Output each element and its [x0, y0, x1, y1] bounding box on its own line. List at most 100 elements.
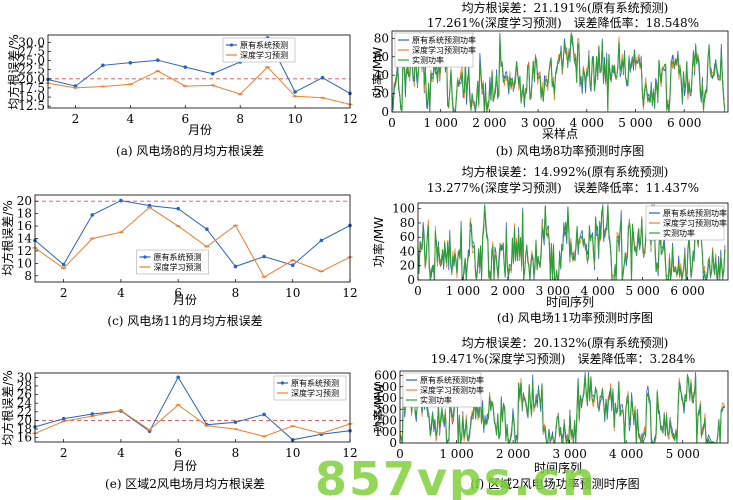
data-point-orig [176, 206, 180, 211]
x-axis-title: 月份 [173, 459, 197, 473]
legend-label: 深度学习预测功率 [412, 45, 476, 55]
x-tick-label: 2 000 [472, 116, 506, 130]
data-point-orig [262, 412, 266, 417]
data-point-orig [176, 375, 180, 380]
data-point-orig [319, 238, 324, 243]
y-tick-label: 28 [17, 379, 32, 393]
x-tick-label: 0 [414, 284, 422, 298]
y-tick-label: 40 [400, 244, 415, 258]
x-tick-label: 8 [232, 446, 240, 460]
watermark-text: 857vps.cn [315, 452, 597, 500]
y-tick-label: 300 [374, 402, 397, 416]
y-tick-label: 12 [17, 244, 32, 258]
x-tick-label: 6 [181, 112, 189, 126]
x-tick-label: 5 000 [666, 447, 700, 461]
legend-label: 深度学习预测功率 [420, 385, 484, 395]
y-tick-label: 12.5 [18, 99, 45, 113]
legend-label: 实测功率 [420, 395, 452, 405]
x-tick-label: 8 [236, 112, 244, 126]
data-point-orig [233, 420, 238, 424]
y-tick-label: 10 [17, 256, 32, 270]
legend-label: 深度学习预测 [240, 50, 288, 60]
data-point-dl [261, 435, 267, 438]
plot-frame [34, 372, 351, 443]
data-point-dl [232, 224, 238, 227]
data-point-orig [290, 263, 295, 268]
data-point-dl [147, 206, 153, 209]
chart-caption: (c) 风电场11的月均方根误差 [107, 313, 262, 328]
x-axis-title: 月份 [188, 123, 212, 137]
y-tick-label: 400 [374, 391, 397, 405]
data-point-dl [320, 96, 326, 99]
data-point-dl [147, 428, 153, 432]
legend-marker-orig [280, 381, 285, 385]
chart-header-line: 19.471%(深度学习预测) 误差降低率：3.284% [431, 351, 696, 366]
y-tick-label: 15.0 [18, 90, 45, 104]
data-point-orig [262, 254, 266, 259]
x-tick-label: 2 000 [491, 284, 525, 298]
series-line-dl [34, 206, 351, 278]
data-point-orig [210, 71, 215, 76]
x-tick-label: 4 [117, 286, 125, 300]
chart-header-line: 均方根误差：14.992%(原有系统预测) [462, 164, 669, 179]
data-point-orig [119, 198, 123, 203]
data-point-dl [175, 403, 181, 407]
data-point-orig [61, 416, 66, 421]
y-tick-label: 22.5 [18, 63, 45, 77]
legend-box [136, 249, 209, 275]
series-line-dl [47, 66, 351, 105]
x-tick-label: 3 000 [552, 447, 586, 461]
y-tick-label: 0 [381, 105, 389, 119]
data-point-dl [100, 85, 106, 88]
legend-label: 原有系统预测功率 [412, 35, 476, 45]
data-point-orig [128, 60, 133, 65]
data-point-dl [204, 424, 210, 427]
y-tick-label: 200 [374, 414, 397, 428]
y-tick-label: 100 [392, 202, 415, 216]
plot-frame [47, 34, 351, 109]
y-tick-label: 18 [17, 207, 32, 221]
series-line-dl [34, 404, 351, 437]
legend-label: 深度学习预测 [154, 262, 202, 272]
data-point-dl [290, 424, 296, 428]
y-tick-label: 30 [17, 370, 32, 384]
y-tick-label: 0 [407, 273, 415, 287]
legend-label: 原有系统预测 [154, 252, 202, 262]
x-tick-label: 1 000 [424, 116, 458, 130]
x-tick-label: 0 [396, 447, 404, 461]
series-line-orig [34, 200, 351, 268]
x-tick-label: 12 [342, 446, 357, 460]
legend-marker-orig [143, 255, 147, 259]
data-point-dl [61, 267, 67, 270]
y-axis-title: 功率/MW [371, 383, 386, 433]
chart-caption: (d) 风电场11功率预测时序图 [497, 310, 653, 325]
x-axis-title: 时间序列 [534, 460, 582, 475]
data-point-dl [182, 84, 188, 88]
plot-frame [391, 30, 729, 113]
x-axis-title: 月份 [173, 293, 197, 307]
data-point-dl [265, 65, 271, 69]
y-tick-label: 500 [374, 380, 397, 394]
data-point-dl [175, 224, 181, 228]
chart-caption: (b) 风电场8功率预测时序图 [496, 143, 645, 158]
x-tick-label: 12 [342, 112, 357, 126]
y-tick-label: 20 [17, 413, 32, 427]
data-point-dl [292, 95, 298, 98]
data-point-orig [156, 58, 160, 62]
data-point-orig [183, 65, 188, 69]
x-tick-label: 0 [388, 116, 396, 130]
data-point-orig [205, 227, 209, 231]
x-axis-title: 采样点 [542, 126, 578, 141]
x-tick-label: 2 [72, 112, 80, 126]
x-tick-label: 3 000 [536, 284, 570, 298]
x-tick-label: 10 [287, 112, 302, 126]
chart-header-line: 均方根误差：20.132%(原有系统预测) [462, 335, 669, 350]
y-tick-label: 25.0 [18, 54, 45, 68]
x-axis-title: 时间序列 [546, 294, 594, 309]
data-point-dl [72, 86, 78, 90]
x-tick-label: 1 000 [446, 284, 480, 298]
x-tick-label: 2 [60, 286, 68, 300]
